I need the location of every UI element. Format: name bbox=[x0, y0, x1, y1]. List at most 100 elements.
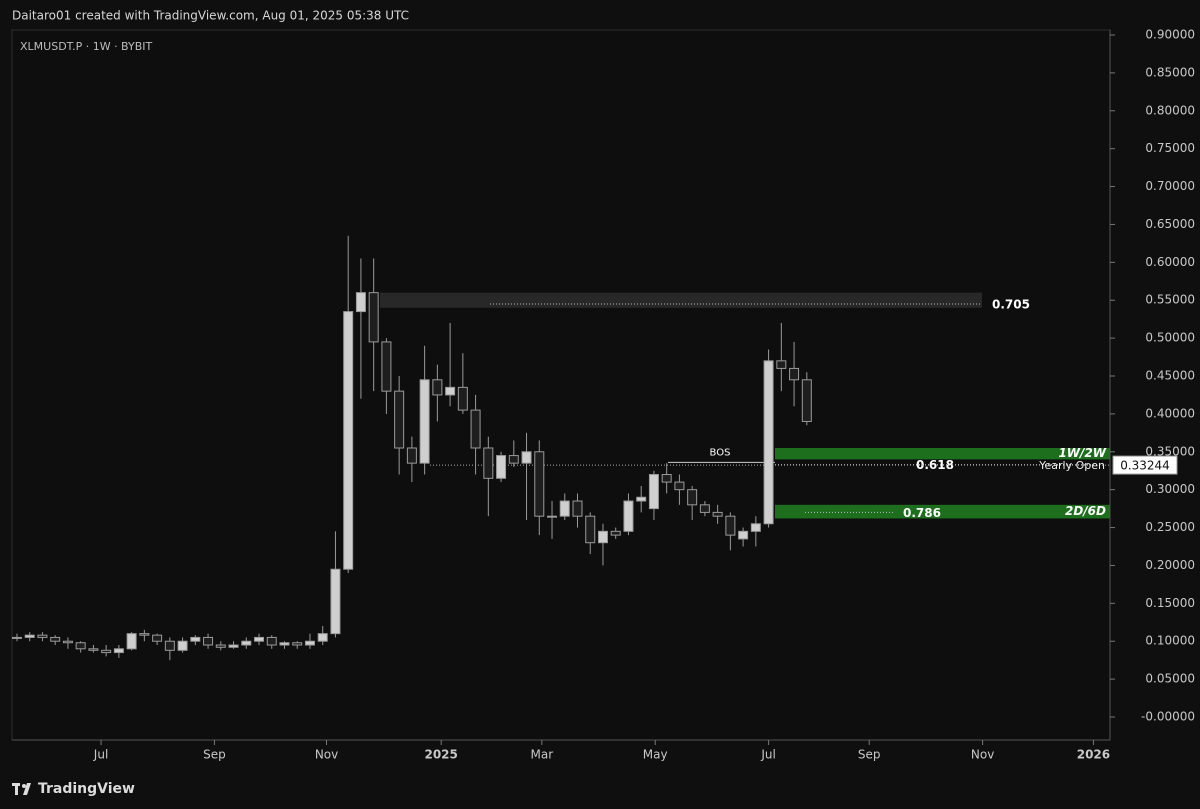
candle-body bbox=[572, 500, 583, 517]
credit: Daitaro01 created with TradingView.com, … bbox=[12, 9, 409, 23]
fib-label: 0.705 bbox=[992, 298, 1030, 312]
y-tick-label: 0.75000 bbox=[1145, 141, 1195, 155]
candle-body bbox=[496, 455, 507, 479]
price-tag-label: 0.33244 bbox=[1120, 459, 1170, 473]
zone-label: 2D/6D bbox=[1065, 504, 1106, 518]
candle-body bbox=[241, 640, 252, 646]
candle-body bbox=[432, 379, 443, 396]
candle-body bbox=[75, 642, 86, 650]
candle-body bbox=[177, 640, 188, 651]
bos-label: BOS bbox=[710, 447, 731, 458]
y-tick-label: 0.90000 bbox=[1145, 28, 1195, 42]
candle-body bbox=[355, 292, 366, 313]
candle-body bbox=[789, 367, 800, 381]
y-tick-label: 0.35000 bbox=[1145, 444, 1195, 458]
candle-body bbox=[661, 474, 672, 483]
candle-body bbox=[50, 636, 61, 642]
x-tick-label: May bbox=[643, 748, 668, 762]
y-tick-label: 0.50000 bbox=[1145, 331, 1195, 345]
candle-body bbox=[699, 504, 710, 513]
y-tick-label: 0.15000 bbox=[1145, 596, 1195, 610]
candle-body bbox=[317, 633, 328, 642]
candle-body bbox=[801, 379, 812, 422]
y-tick-label: 0.65000 bbox=[1145, 217, 1195, 231]
candle-body bbox=[215, 644, 226, 648]
candle-body bbox=[381, 341, 392, 392]
candle-body bbox=[266, 636, 277, 646]
y-tick-label: 0.60000 bbox=[1145, 255, 1195, 269]
candle-body bbox=[648, 474, 659, 510]
candle-body bbox=[330, 568, 341, 635]
yearly-open-label: Yearly Open bbox=[1038, 459, 1105, 472]
candle-body bbox=[126, 633, 137, 650]
price-tag bbox=[1112, 455, 1178, 475]
candle-body bbox=[304, 640, 315, 646]
candle-body bbox=[559, 500, 570, 517]
x-tick-label: Nov bbox=[315, 748, 338, 762]
candle-body bbox=[610, 530, 621, 536]
candle-body bbox=[190, 636, 201, 642]
zone bbox=[775, 504, 1110, 519]
candle-body bbox=[37, 634, 48, 638]
candle-body bbox=[636, 496, 647, 502]
candle-body bbox=[254, 636, 265, 642]
y-tick-label: 0.05000 bbox=[1145, 672, 1195, 686]
x-tick-label: 2025 bbox=[424, 748, 457, 762]
candle-body bbox=[534, 451, 545, 517]
candle-body bbox=[725, 515, 736, 536]
zone bbox=[775, 447, 1110, 460]
y-tick-label: 0.45000 bbox=[1145, 369, 1195, 383]
candle-body bbox=[547, 515, 558, 518]
candle-body bbox=[88, 648, 99, 651]
y-tick-label: 0.25000 bbox=[1145, 520, 1195, 534]
candle-body bbox=[470, 409, 481, 449]
candle-body bbox=[508, 455, 519, 464]
y-tick-label: 0.20000 bbox=[1145, 558, 1195, 572]
brand: TradingView bbox=[38, 781, 135, 797]
y-tick-label: -0.00000 bbox=[1141, 710, 1195, 724]
zone-label: 1W/2W bbox=[1058, 446, 1106, 460]
candle-body bbox=[113, 648, 124, 654]
candle-body bbox=[585, 515, 596, 544]
candle-body bbox=[394, 390, 405, 449]
y-tick-label: 0.80000 bbox=[1145, 103, 1195, 117]
plot-area bbox=[11, 29, 1111, 741]
candle-body bbox=[368, 292, 379, 343]
candle-body bbox=[750, 523, 761, 532]
candle-body bbox=[776, 360, 787, 369]
candle-body bbox=[343, 311, 354, 570]
logo bbox=[12, 783, 31, 795]
x-tick-label: Sep bbox=[858, 748, 881, 762]
candle-body bbox=[406, 447, 417, 464]
candle-body bbox=[623, 500, 634, 532]
candle-body bbox=[712, 511, 723, 517]
candle-body bbox=[457, 386, 468, 411]
x-tick-label: 2026 bbox=[1077, 748, 1110, 762]
x-tick-label: Mar bbox=[531, 748, 554, 762]
candle-body bbox=[674, 481, 685, 491]
candle-body bbox=[521, 451, 532, 464]
candle-body bbox=[152, 634, 163, 642]
y-tick-label: 0.55000 bbox=[1145, 293, 1195, 307]
candle-body bbox=[419, 379, 430, 464]
candle-body bbox=[203, 636, 214, 646]
candle-body bbox=[11, 636, 22, 639]
candle-body bbox=[139, 633, 150, 636]
candle-body bbox=[597, 530, 608, 544]
fib-label: 0.786 bbox=[903, 506, 941, 520]
x-tick-label: Jul bbox=[93, 748, 108, 762]
candle-body bbox=[24, 634, 35, 638]
y-tick-label: 0.70000 bbox=[1145, 179, 1195, 193]
candle-body bbox=[763, 360, 774, 525]
x-tick-label: Nov bbox=[971, 748, 994, 762]
y-tick-label: 0.40000 bbox=[1145, 406, 1195, 420]
candle-body bbox=[228, 644, 239, 648]
candle-body bbox=[164, 640, 175, 651]
candle-body bbox=[687, 489, 698, 506]
candle-body bbox=[483, 447, 494, 479]
candle-body bbox=[445, 386, 456, 396]
candle-body bbox=[738, 530, 749, 540]
y-tick-label: 0.30000 bbox=[1145, 482, 1195, 496]
candle-body bbox=[101, 649, 112, 654]
y-tick-label: 0.10000 bbox=[1145, 634, 1195, 648]
